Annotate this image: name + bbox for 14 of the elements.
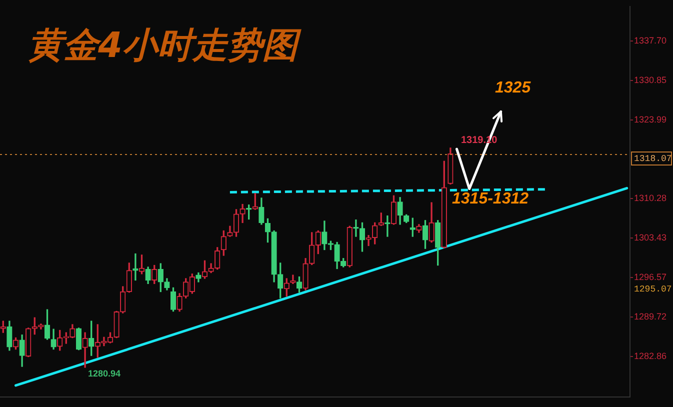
y-tick-label: 1296.57: [634, 272, 667, 282]
y-tick-label: 1289.72: [634, 311, 667, 322]
annotation: 1280.94: [88, 368, 121, 378]
y-tick-label: 1323.99: [634, 114, 667, 124]
text: 1295.07: [634, 284, 672, 294]
y-tick-label: 1337.70: [634, 35, 667, 46]
text: 黄金4小时走势图: [28, 26, 302, 66]
y-tick-label: 1282.86: [634, 350, 667, 361]
y-tick-label: 1310.28: [634, 193, 667, 204]
annotation: 1315-1312: [452, 190, 529, 208]
y-tick-label: 1330.85: [634, 74, 667, 85]
annotation: 1325: [495, 79, 532, 96]
ref-line-label: 1318.07: [634, 154, 672, 164]
y-tick-label: 1303.43: [634, 232, 667, 243]
